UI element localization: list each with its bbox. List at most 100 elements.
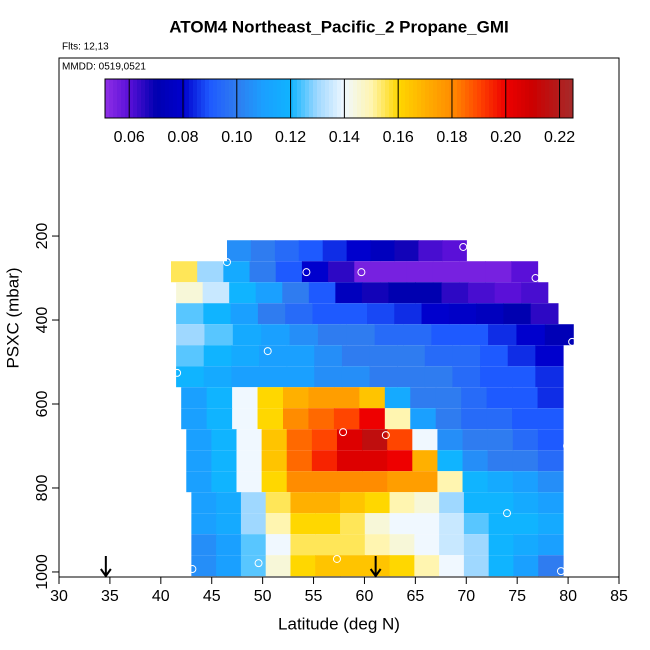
cell: [336, 429, 363, 451]
cell: [544, 324, 574, 346]
cell: [211, 450, 238, 472]
cell: [240, 534, 267, 556]
cell: [439, 534, 465, 556]
colorbar-swatch: [149, 79, 154, 118]
x-tick-label: 40: [152, 588, 170, 605]
cell: [410, 387, 437, 409]
cell: [486, 408, 513, 430]
cell: [231, 366, 260, 388]
colorbar-swatch: [337, 79, 342, 118]
plot-frame: [58, 57, 620, 578]
cell: [461, 408, 488, 430]
cell: [439, 513, 465, 535]
cell: [431, 324, 461, 346]
flight-arrow: [369, 556, 382, 578]
colorbar-swatch: [369, 79, 374, 118]
x-tick-label: 50: [254, 588, 272, 605]
cell: [236, 450, 263, 472]
cell: [459, 324, 489, 346]
cell: [335, 282, 363, 304]
sample-point: [459, 242, 468, 251]
cell: [512, 408, 539, 430]
cell: [380, 261, 408, 283]
sample-point: [188, 565, 197, 574]
colorbar-swatch: [241, 79, 246, 118]
cell: [216, 492, 242, 514]
colorbar-swatch: [105, 79, 110, 118]
cell: [461, 387, 488, 409]
cell: [206, 408, 233, 430]
y-tick-label: 600: [34, 391, 51, 418]
cell: [290, 513, 316, 535]
colorbar-swatch: [525, 79, 530, 118]
cell: [441, 282, 469, 304]
colorbar-swatch: [265, 79, 270, 118]
cell: [389, 534, 415, 556]
cell: [261, 429, 288, 451]
x-axis-label: Latitude (deg N): [278, 614, 400, 633]
sample-point: [568, 337, 577, 346]
colorbar-swatch: [485, 79, 490, 118]
colorbar-swatch: [225, 79, 230, 118]
colorbar-swatch: [277, 79, 282, 118]
cell: [412, 450, 439, 472]
colorbar-swatch: [541, 79, 546, 118]
cell: [227, 240, 252, 262]
colorbar-swatch: [153, 79, 158, 118]
y-tick-label: 800: [34, 475, 51, 502]
cell: [437, 429, 464, 451]
cell: [537, 387, 564, 409]
colorbar-swatch: [425, 79, 430, 118]
colorbar-swatch: [497, 79, 502, 118]
cell: [236, 471, 263, 493]
sample-point: [173, 368, 182, 377]
cell: [507, 366, 536, 388]
colorbar-swatch: [301, 79, 306, 118]
cell: [480, 345, 509, 367]
cell: [285, 303, 314, 325]
cell: [521, 282, 549, 304]
cell: [437, 471, 464, 493]
cell: [340, 555, 366, 577]
cell: [211, 471, 238, 493]
cell: [537, 408, 564, 430]
colorbar-swatch: [201, 79, 206, 118]
cell: [468, 282, 496, 304]
colorbar-swatch: [281, 79, 286, 118]
cell: [435, 387, 462, 409]
cell: [537, 471, 564, 493]
colorbar-tick-label: 0.10: [221, 129, 252, 146]
cell: [261, 324, 291, 346]
cell: [512, 429, 539, 451]
colorbar-swatch: [429, 79, 434, 118]
colorbar-swatch: [177, 79, 182, 118]
cell: [216, 513, 242, 535]
colorbar-swatch: [421, 79, 426, 118]
cell: [240, 555, 267, 577]
colorbar-swatch: [381, 79, 386, 118]
colorbar-swatch: [505, 79, 510, 118]
cell: [367, 303, 395, 325]
colorbar-swatch: [413, 79, 418, 118]
cell: [259, 345, 288, 367]
cell: [487, 471, 514, 493]
colorbar-swatch: [417, 79, 422, 118]
cell: [421, 303, 450, 325]
cell: [308, 408, 335, 430]
cell: [191, 492, 217, 514]
cell: [216, 555, 242, 577]
colorbar-swatch: [133, 79, 138, 118]
cell: [439, 492, 465, 514]
cell: [261, 450, 288, 472]
cell: [333, 387, 360, 409]
colorbar-swatch: [397, 79, 402, 118]
colorbar-swatch: [385, 79, 390, 118]
cell: [412, 471, 439, 493]
colorbar-swatch: [137, 79, 142, 118]
cell: [216, 534, 242, 556]
cell: [414, 492, 440, 514]
cell: [171, 261, 198, 283]
cell: [312, 303, 341, 325]
flight-arrow: [100, 556, 112, 578]
colorbar-swatch: [405, 79, 410, 118]
